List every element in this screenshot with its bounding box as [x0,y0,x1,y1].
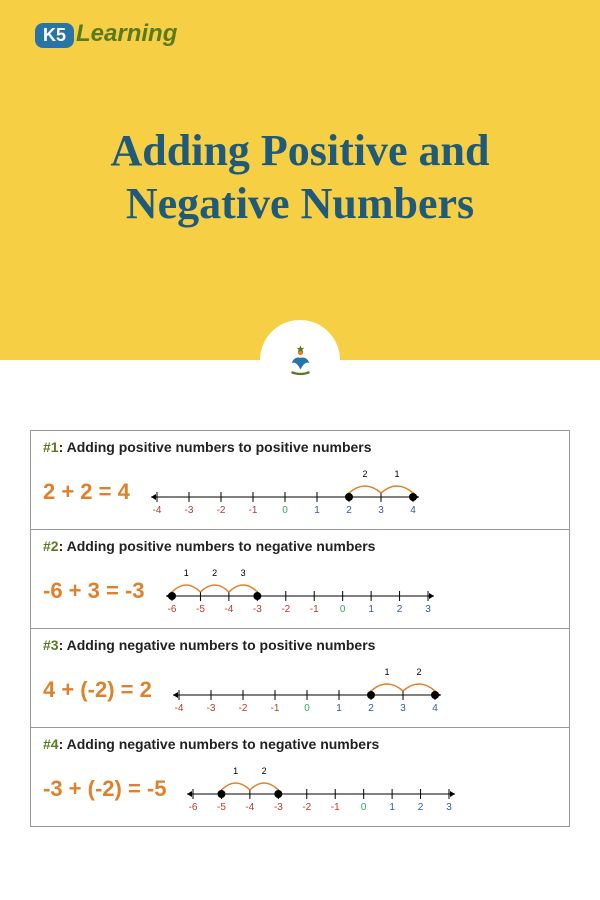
svg-text:-1: -1 [331,802,340,813]
svg-text:-5: -5 [196,604,205,615]
svg-text:2: 2 [368,703,374,714]
equation-text: -6 + 3 = -3 [43,578,145,604]
worksheet-row: #4: Adding negative numbers to negative … [31,728,569,826]
svg-text:2: 2 [346,505,352,516]
svg-text:4: 4 [432,703,438,714]
svg-text:-4: -4 [152,505,161,516]
brand-icon [260,320,340,400]
svg-text:2: 2 [212,568,217,578]
svg-text:-2: -2 [303,802,312,813]
header-banner: K5Learning Adding Positive and Negative … [0,0,600,360]
svg-text:-1: -1 [248,505,257,516]
svg-text:-1: -1 [270,703,279,714]
svg-text:-4: -4 [246,802,255,813]
row-title-text: : Adding positive numbers to negative nu… [59,538,376,554]
row-heading: #4: Adding negative numbers to negative … [43,736,557,752]
svg-text:1: 1 [314,505,320,516]
svg-text:-6: -6 [189,802,198,813]
equation-text: -3 + (-2) = -5 [43,776,166,802]
title-line1: Adding Positive and [0,125,600,178]
svg-text:1: 1 [390,802,396,813]
svg-text:4: 4 [410,505,416,516]
svg-text:0: 0 [339,604,345,615]
svg-text:2: 2 [396,604,402,615]
equation-text: 4 + (-2) = 2 [43,677,152,703]
svg-text:3: 3 [240,568,245,578]
number-line: -4 -3 -2 -1 0 1 2 3 4 2 1 [167,661,557,719]
row-number: #1 [43,439,59,455]
svg-text:-3: -3 [274,802,283,813]
row-number: #3 [43,637,59,653]
row-title-text: : Adding negative numbers to positive nu… [59,637,376,653]
svg-text:-3: -3 [252,604,261,615]
row-title-text: : Adding positive numbers to positive nu… [59,439,372,455]
row-title-text: : Adding negative numbers to negative nu… [59,736,380,752]
logo: K5Learning [35,20,177,48]
svg-text:0: 0 [304,703,310,714]
row-content: 4 + (-2) = 2 -4 -3 -2 -1 0 1 2 3 4 2 1 [43,661,557,719]
svg-text:2: 2 [416,667,421,677]
number-line: -4 -3 -2 -1 0 1 2 3 4 2 1 [145,463,557,521]
row-content: -3 + (-2) = -5 -6 -5 -4 -3 -2 -1 0 1 2 3 2 1 [43,760,557,818]
row-content: 2 + 2 = 4 -4 -3 -2 -1 0 1 2 3 4 2 1 [43,463,557,521]
svg-text:-3: -3 [184,505,193,516]
svg-text:1: 1 [368,604,374,615]
svg-text:-4: -4 [174,703,183,714]
svg-text:-6: -6 [167,604,176,615]
svg-text:-4: -4 [224,604,233,615]
svg-text:3: 3 [378,505,384,516]
logo-text: Learning [76,20,177,47]
worksheet-row: #1: Adding positive numbers to positive … [31,431,569,530]
svg-text:2: 2 [362,469,367,479]
svg-text:2: 2 [418,802,424,813]
row-heading: #3: Adding negative numbers to positive … [43,637,557,653]
svg-text:1: 1 [183,568,188,578]
number-line: -6 -5 -4 -3 -2 -1 0 1 2 3 1 2 3 [160,562,557,620]
title-line2: Negative Numbers [0,178,600,231]
row-content: -6 + 3 = -3 -6 -5 -4 -3 -2 -1 0 1 2 3 1 2 3 [43,562,557,620]
svg-text:-5: -5 [217,802,226,813]
equation-text: 2 + 2 = 4 [43,479,130,505]
number-line: -6 -5 -4 -3 -2 -1 0 1 2 3 2 1 [181,760,557,818]
worksheet-row: #3: Adding negative numbers to positive … [31,629,569,728]
svg-text:1: 1 [384,667,389,677]
logo-badge: K5 [35,23,74,48]
svg-text:0: 0 [361,802,367,813]
svg-text:-3: -3 [206,703,215,714]
svg-text:1: 1 [394,469,399,479]
row-number: #4 [43,736,59,752]
svg-text:-2: -2 [281,604,290,615]
svg-text:-2: -2 [216,505,225,516]
worksheet-row: #2: Adding positive numbers to negative … [31,530,569,629]
svg-text:1: 1 [336,703,342,714]
svg-text:3: 3 [425,604,431,615]
svg-text:2: 2 [262,766,267,776]
svg-text:1: 1 [234,766,239,776]
row-number: #2 [43,538,59,554]
svg-text:-2: -2 [238,703,247,714]
svg-text:-1: -1 [309,604,318,615]
svg-text:0: 0 [282,505,288,516]
worksheet-table: #1: Adding positive numbers to positive … [30,430,570,827]
row-heading: #2: Adding positive numbers to negative … [43,538,557,554]
svg-text:3: 3 [447,802,453,813]
row-heading: #1: Adding positive numbers to positive … [43,439,557,455]
svg-text:3: 3 [400,703,406,714]
